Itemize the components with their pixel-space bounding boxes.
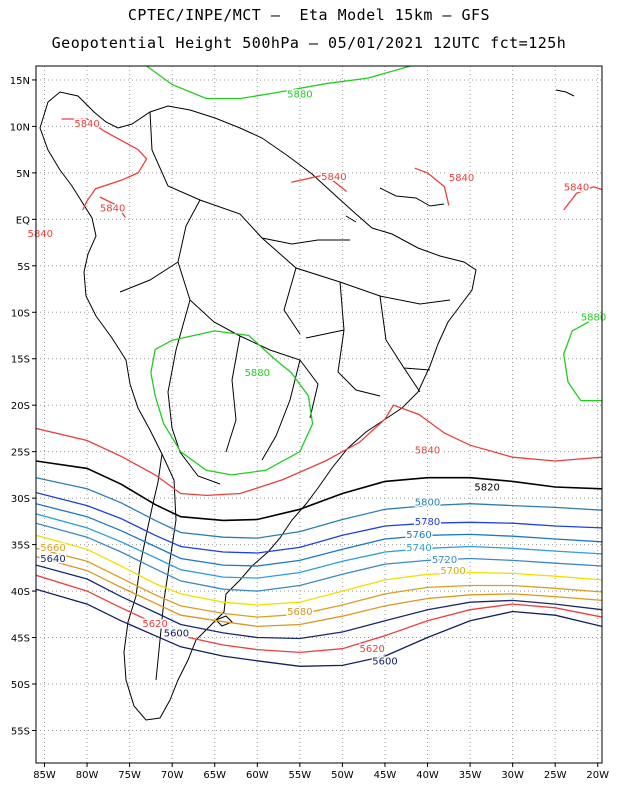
contour-5880: [563, 311, 602, 402]
contour-label-5840: 5840: [415, 445, 440, 456]
country-borders: [119, 111, 350, 681]
contour-label-5680: 5680: [287, 607, 312, 618]
contour-5720: [36, 522, 602, 592]
contour-5620: [142, 621, 160, 627]
lat-tick-label: 25S: [11, 448, 30, 459]
contour-5880: [146, 66, 411, 100]
contour-label-5880: 5880: [581, 312, 606, 323]
caribbean-islands: [345, 89, 575, 223]
contour-label-5880: 5880: [245, 368, 270, 379]
lon-tick-label: 40W: [416, 770, 439, 781]
falkland-islands: [215, 615, 233, 627]
lat-tick-label: EQ: [16, 215, 30, 226]
lat-tick-label: 30S: [11, 494, 30, 505]
contour-label-5740: 5740: [406, 543, 431, 554]
lat-tick-label: 10S: [11, 308, 30, 319]
contour-5840: [414, 167, 450, 206]
lat-tick-label: 15N: [10, 76, 30, 87]
brazil-states: [261, 237, 451, 397]
lat-tick-label: 20S: [11, 401, 30, 412]
contour-5800: [36, 477, 602, 539]
contour-5840: [563, 186, 602, 211]
contour-5600: [36, 588, 602, 667]
contour-5820: [36, 460, 602, 522]
contour-5740: [36, 513, 602, 579]
contour-label-5780: 5780: [415, 517, 440, 528]
contour-layer: [36, 66, 602, 667]
contour-label-5620: 5620: [359, 644, 384, 655]
lat-tick-label: 10N: [10, 122, 30, 133]
graticule: [36, 66, 602, 763]
lat-tick-label: 50S: [11, 680, 30, 691]
contour-5780: [36, 491, 602, 554]
contour-label-5700: 5700: [440, 566, 465, 577]
contour-label-5820: 5820: [474, 482, 499, 493]
contour-5620: [36, 574, 602, 654]
contour-5760: [36, 503, 602, 567]
contour-label-5660: 5660: [40, 543, 65, 554]
contour-label-5840: 5840: [28, 229, 53, 240]
contour-label-5640: 5640: [40, 554, 65, 565]
lat-tick-label: 55S: [11, 726, 30, 737]
lat-tick-label: 35S: [11, 541, 30, 552]
lon-tick-label: 65W: [203, 770, 226, 781]
contour-label-5840: 5840: [564, 182, 589, 193]
contour-5880: [150, 330, 314, 476]
lon-tick-label: 45W: [374, 770, 397, 781]
contour-5840: [99, 196, 126, 218]
lon-tick-label: 80W: [76, 770, 99, 781]
contour-5600: [163, 632, 190, 636]
lon-tick-label: 60W: [246, 770, 269, 781]
contour-5680: [36, 556, 602, 628]
contour-5640: [36, 564, 602, 640]
contour-labels: 5880 5840 5840 5840 5840 5840 5840 5880 5880 5840…: [26, 88, 608, 669]
axis-ticks: 85W 80W 75W 70W 65W 60W 55W 50W 45W 40W 35W 30W 25W 2…: [10, 76, 609, 781]
contour-5840: [36, 404, 602, 497]
lon-tick-label: 55W: [289, 770, 312, 781]
lon-tick-label: 75W: [118, 770, 141, 781]
contour-label-5800: 5800: [415, 497, 440, 508]
lat-tick-label: 15S: [11, 355, 30, 366]
contour-label-5840: 5840: [321, 172, 346, 183]
contour-5840: [291, 173, 348, 193]
lon-tick-label: 85W: [33, 770, 56, 781]
lat-tick-label: 5S: [17, 262, 30, 273]
contour-label-5840: 5840: [449, 173, 474, 184]
lon-tick-label: 70W: [161, 770, 184, 781]
contour-label-5840: 5840: [74, 119, 99, 130]
contour-5840: [61, 118, 148, 211]
lon-tick-label: 25W: [544, 770, 567, 781]
chart-title-line2: Geopotential Height 500hPa – 05/01/2021 …: [51, 34, 567, 52]
lon-tick-label: 20W: [586, 770, 609, 781]
contour-5700: [36, 534, 602, 606]
contour-label-5840: 5840: [100, 204, 125, 215]
contour-label-5760: 5760: [406, 530, 431, 541]
contour-5660: [36, 547, 602, 618]
contour-label-5620: 5620: [142, 619, 167, 630]
contour-label-5720: 5720: [432, 555, 457, 566]
lat-tick-label: 45S: [11, 634, 30, 645]
lon-tick-label: 35W: [459, 770, 482, 781]
lat-tick-label: 40S: [11, 587, 30, 598]
lat-tick-label: 5N: [16, 169, 30, 180]
lon-tick-label: 50W: [331, 770, 354, 781]
chart-title-line1: CPTEC/INPE/MCT – Eta Model 15km – GFS: [127, 6, 491, 24]
contour-label-5600: 5600: [164, 628, 189, 639]
contour-label-5600: 5600: [372, 656, 397, 667]
contour-label-5880: 5880: [287, 89, 312, 100]
lon-tick-label: 30W: [501, 770, 524, 781]
map-frame: [35, 65, 603, 764]
